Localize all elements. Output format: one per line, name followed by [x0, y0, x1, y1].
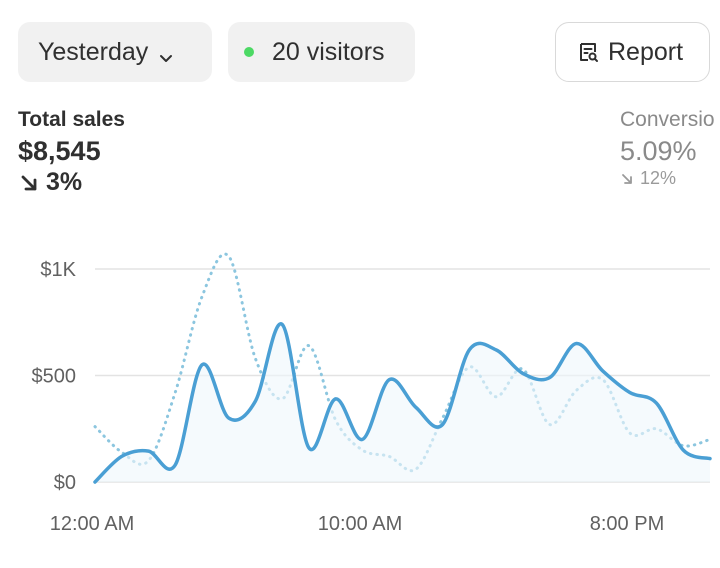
total-sales-label: Total sales [18, 108, 125, 131]
arrow-down-right-icon [622, 173, 632, 184]
total-sales-metric[interactable]: Total sales $8,545 3% [18, 108, 125, 197]
arrow-down-right-icon [21, 175, 37, 190]
solid-series-area [95, 323, 710, 482]
conversion-metric[interactable]: Conversio 5.09% 12% [620, 108, 720, 189]
total-sales-change-value: 3% [46, 168, 83, 196]
sales-line-chart: $1K $500 $0 12:00 AM 10:00 AM 8:00 PM [32, 252, 712, 535]
conversion-value: 5.09% [620, 136, 697, 166]
y-tick-label: $1K [40, 259, 76, 281]
report-button[interactable]: Report [555, 22, 710, 82]
total-sales-change: 3% [18, 168, 125, 197]
total-sales-value: $8,545 [18, 136, 101, 166]
date-range-selector[interactable]: Yesterday [18, 22, 212, 82]
conversion-label: Conversio [620, 108, 715, 131]
x-tick-label: 10:00 AM [318, 513, 403, 535]
conversion-change: 12% [620, 168, 720, 189]
visitors-label: 20 visitors [272, 37, 385, 66]
chevron-down-icon [158, 44, 174, 62]
y-tick-label: $0 [54, 472, 76, 494]
live-status-dot [244, 47, 254, 57]
y-tick-label: $500 [32, 366, 77, 388]
conversion-change-value: 12% [640, 168, 677, 188]
sales-series-line[interactable] [93, 322, 712, 484]
report-button-label: Report [608, 37, 684, 66]
x-tick-label: 12:00 AM [50, 513, 135, 535]
live-visitors-badge[interactable]: 20 visitors [228, 22, 415, 82]
report-icon [580, 43, 598, 62]
date-range-label: Yesterday [38, 37, 149, 66]
x-tick-label: 8:00 PM [590, 513, 664, 535]
